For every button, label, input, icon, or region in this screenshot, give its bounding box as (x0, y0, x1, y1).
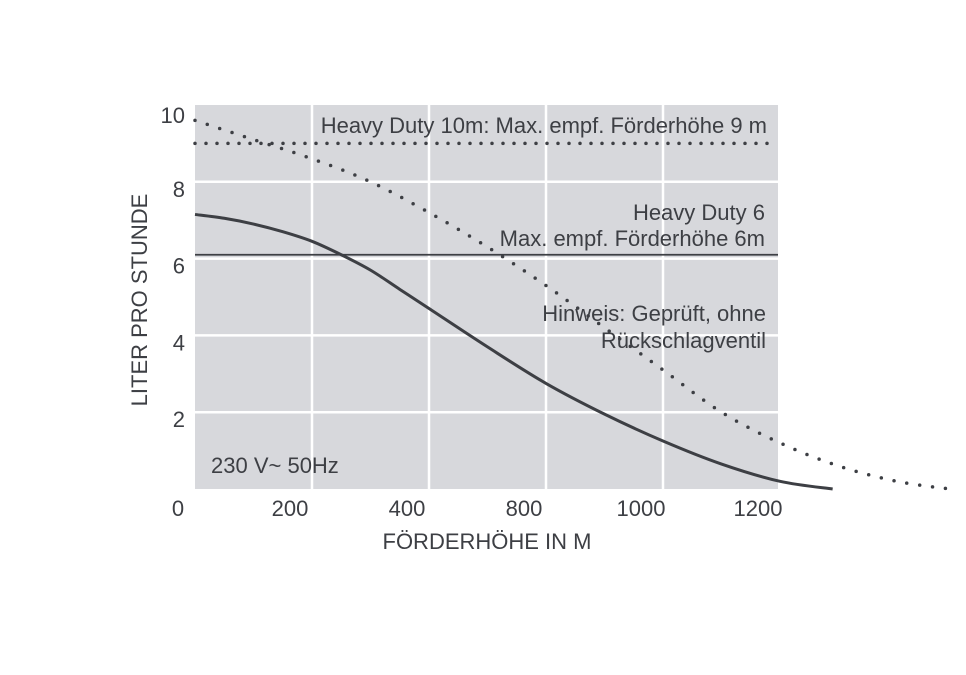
annotation-voltage: 230 V~ 50Hz (211, 453, 339, 478)
reference-lines (193, 141, 780, 256)
series-line-1 (194, 212, 833, 491)
x-tick-label: 1200 (734, 496, 783, 521)
annotation-heavy-duty-6-line2: Max. empf. Förderhöhe 6m (500, 226, 765, 251)
y-tick-label: 10 (161, 103, 185, 128)
y-tick-labels: 2 4 6 8 10 (161, 103, 185, 432)
plot-background (195, 105, 778, 489)
x-tick-label: 200 (272, 496, 309, 521)
x-tick-label: 800 (506, 496, 543, 521)
y-tick-label: 8 (173, 177, 185, 202)
y-tick-label: 4 (173, 330, 185, 355)
annotation-heavy-duty-10m: Heavy Duty 10m: Max. empf. Förderhöhe 9 … (321, 113, 767, 138)
y-tick-label: 2 (173, 407, 185, 432)
origin-tick-label: 0 (172, 496, 184, 521)
annotation-note-line1: Hinweis: Geprüft, ohne (542, 301, 766, 326)
y-axis-label: LITER PRO STUNDE (127, 194, 152, 407)
data-series (193, 118, 952, 491)
annotation-heavy-duty-6-line1: Heavy Duty 6 (633, 200, 765, 225)
x-tick-labels: 200 400 800 1000 1200 (272, 496, 783, 521)
x-tick-label: 400 (389, 496, 426, 521)
x-tick-label: 1000 (617, 496, 666, 521)
x-axis-label: FÖRDERHÖHE IN M (383, 529, 592, 554)
grid-lines (195, 105, 778, 489)
y-tick-label: 6 (173, 254, 185, 279)
annotation-note-line2: Rückschlagventil (601, 328, 766, 353)
